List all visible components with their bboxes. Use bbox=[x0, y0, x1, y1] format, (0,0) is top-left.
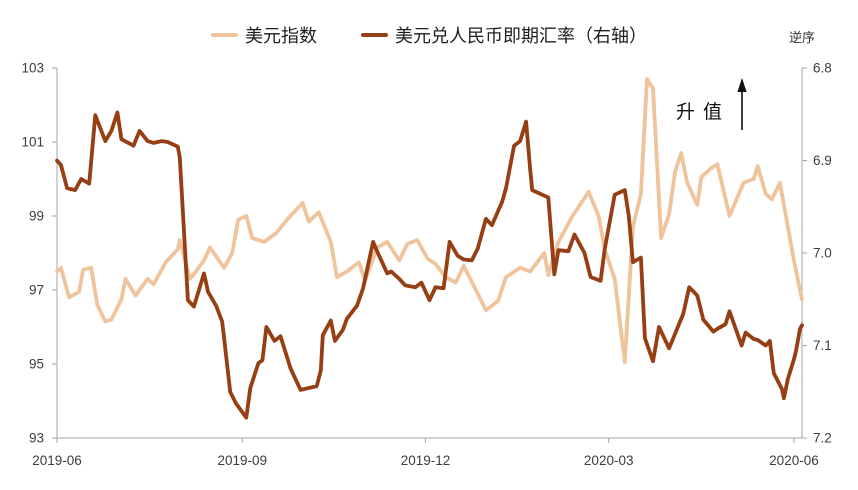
left-axis-tick-label: 101 bbox=[21, 135, 44, 150]
x-axis-tick-label: 2019-06 bbox=[32, 453, 82, 468]
left-axis-tick-label: 103 bbox=[21, 61, 44, 76]
right-axis-tick-label: 7.2 bbox=[813, 431, 832, 446]
right-axis-tick-label: 6.8 bbox=[813, 61, 832, 76]
x-axis-tick-label: 2020-03 bbox=[584, 453, 634, 468]
usd-index-legend-label: 美元指数 bbox=[245, 26, 317, 47]
right-axis-reverse-order-note: 逆序 bbox=[789, 31, 816, 46]
chart-legend: 美元指数 美元兑人民币即期汇率（右轴） bbox=[0, 22, 858, 48]
usdcny-line bbox=[55, 110, 804, 420]
legend-item-usd-index: 美元指数 bbox=[211, 22, 317, 48]
usdcny-line-swatch bbox=[361, 33, 388, 37]
usd-index-line-swatch bbox=[211, 33, 238, 37]
x-axis-tick-label: 2019-09 bbox=[217, 453, 267, 468]
appreciation-arrow-head bbox=[737, 78, 747, 92]
legend-item-usdcny: 美元兑人民币即期汇率（右轴） bbox=[361, 22, 647, 48]
usdcny-legend-label: 美元兑人民币即期汇率（右轴） bbox=[395, 26, 647, 47]
left-axis-tick-label: 95 bbox=[29, 357, 44, 372]
left-axis-tick-label: 99 bbox=[29, 209, 44, 224]
right-axis-tick-label: 7.0 bbox=[813, 246, 832, 261]
x-axis-tick-label: 2020-06 bbox=[769, 453, 819, 468]
appreciation-label: 升值 bbox=[676, 101, 731, 123]
usd-index-line bbox=[55, 77, 804, 365]
left-axis-tick-label: 93 bbox=[29, 431, 44, 446]
x-axis-tick-label: 2019-12 bbox=[401, 453, 451, 468]
right-axis-tick-label: 6.9 bbox=[813, 153, 832, 168]
right-axis-tick-label: 7.1 bbox=[813, 338, 832, 353]
left-axis-tick-label: 97 bbox=[29, 283, 44, 298]
